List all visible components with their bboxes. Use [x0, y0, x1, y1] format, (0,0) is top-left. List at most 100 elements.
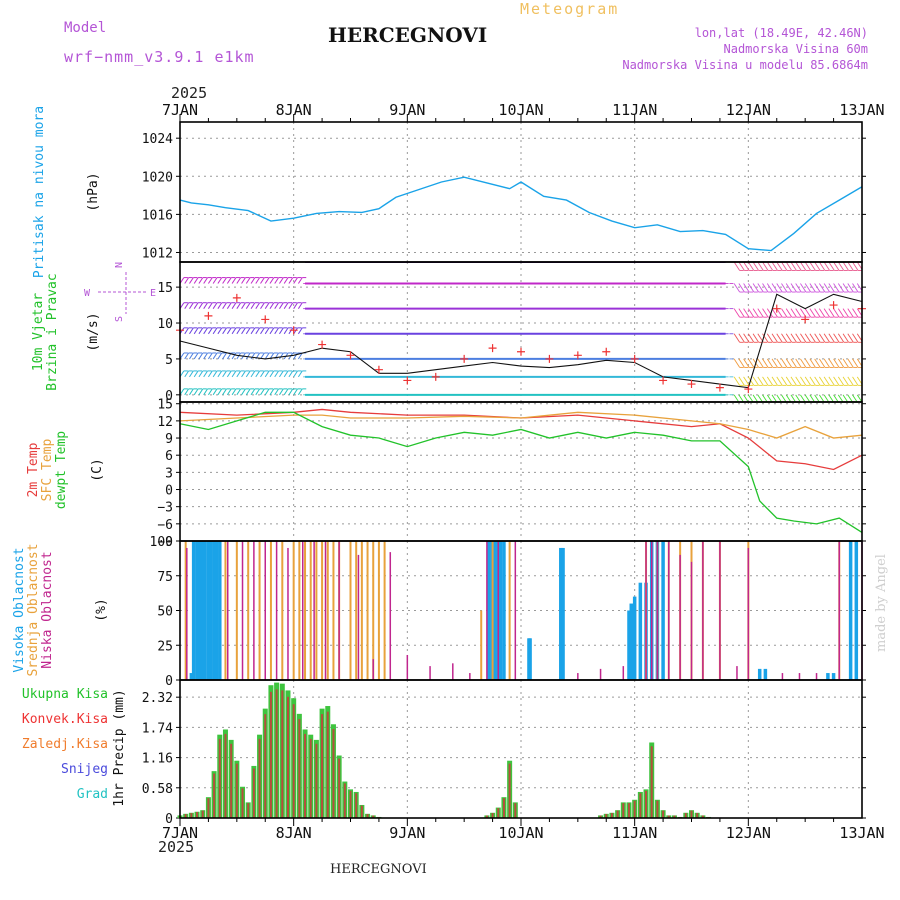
cloud-bar: [292, 541, 295, 680]
wind-barb: [212, 352, 218, 360]
wind-barb: [251, 262, 252, 263]
wind-barb: [189, 262, 191, 263]
wind-barb: [293, 277, 298, 284]
wind-barb: [837, 376, 845, 386]
chart-subtitle: Meteogram: [520, 0, 620, 18]
wind-barb: [222, 352, 227, 360]
wind-barb: [747, 283, 755, 293]
cloud-bar: [241, 541, 244, 680]
wind-gust-mark: [232, 293, 241, 302]
wind-barb: [781, 333, 788, 343]
cloud_cover-panel: 0 25 50 75 100: [150, 535, 866, 689]
wind-gust-mark: [602, 347, 611, 356]
wind-barb: [288, 277, 294, 284]
wind-barb: [246, 262, 247, 263]
wind-barb: [264, 388, 270, 396]
pressure-frame: [179, 121, 863, 263]
wind-gust-mark: [659, 376, 668, 385]
cloud-bar: [372, 659, 374, 680]
precip-conv-bar: [639, 793, 642, 818]
wind-barb: [738, 283, 745, 293]
cloud-bar: [497, 541, 500, 680]
wind-barb: [804, 283, 812, 293]
wind-barb: [852, 308, 859, 318]
precip-conv-bar: [650, 746, 653, 818]
wind-barb: [771, 283, 778, 293]
cloud-bar: [469, 673, 471, 680]
precip-conv-bar: [252, 768, 255, 818]
wind-barb: [264, 352, 270, 360]
wind-unit-label: (m/s): [86, 312, 101, 351]
wind-barb: [226, 370, 232, 378]
wind-barb: [781, 308, 788, 318]
wind-barb: [232, 262, 233, 263]
cloud-bar: [561, 547, 565, 680]
cloud-bar: [514, 541, 517, 680]
y-tick-label: −6: [157, 518, 173, 533]
precip-conv-bar: [633, 800, 636, 818]
cloud-bar: [627, 610, 631, 680]
cloud-bar: [798, 673, 801, 680]
cloud-bar: [357, 554, 360, 680]
pressure-unit-label-line: (hPa): [86, 172, 101, 211]
wind-barb: [203, 327, 208, 335]
x-tick-label-bottom: 11JAN: [612, 824, 657, 842]
wind-barb: [785, 376, 793, 386]
cloud-bar: [389, 552, 392, 680]
cloud-bar: [629, 603, 634, 680]
wind-barb: [804, 262, 812, 271]
wind-barb: [828, 358, 835, 368]
wind-barb: [861, 283, 862, 285]
wind-barb: [776, 308, 783, 318]
wind-gust-mark: [715, 383, 724, 392]
wind-barb: [279, 370, 284, 378]
cloud-bar: [781, 673, 784, 680]
precip-conv-bar: [213, 773, 216, 818]
wind-barb: [184, 327, 190, 335]
cloud-bar: [258, 541, 261, 680]
y-tick-label: 0: [165, 812, 173, 827]
wind-barb: [217, 352, 223, 360]
cloud-bar: [491, 541, 494, 680]
wind-barb: [255, 262, 257, 263]
wind-barb: [800, 262, 807, 271]
cloud-bar: [757, 668, 762, 680]
wind-barb: [274, 262, 276, 263]
wind-barb: [269, 370, 275, 378]
wind-barb: [804, 376, 812, 386]
y-tick-label: −9: [157, 535, 173, 550]
cloud-bar: [736, 666, 738, 680]
wind-barb: [212, 327, 218, 335]
wind-barb: [818, 376, 826, 386]
cloud-bar: [679, 554, 681, 680]
wind-barb: [795, 308, 802, 318]
wind-barb: [226, 327, 232, 335]
wind-barb: [279, 388, 284, 396]
wind-barb: [236, 262, 238, 263]
y-tick-label: 15: [157, 398, 173, 413]
wind-barb: [241, 302, 246, 309]
precip-conv-bar: [622, 803, 625, 818]
wind-barb: [241, 327, 246, 335]
wind-barb: [771, 376, 778, 386]
wind-barb: [231, 388, 237, 396]
wind-barb: [222, 277, 227, 284]
wind-barb: [255, 327, 261, 335]
cloud-bar: [406, 654, 409, 680]
wind-gust-mark: [431, 372, 440, 381]
wind-barb: [288, 262, 290, 263]
wind-barb: [241, 277, 246, 284]
precip-conv-bar: [366, 814, 369, 818]
wind-gust-mark: [687, 380, 696, 389]
precip-legend: Ukupna Kisa Konvek.Kisa Zaledj.Kisa Snijeg G…: [22, 687, 108, 802]
cloud-bar: [304, 541, 307, 680]
pressure-panel: 1012 1016 1020 1024: [142, 122, 866, 262]
compass-s: S: [114, 316, 125, 322]
wind-barb: [222, 327, 227, 335]
wind-barb: [809, 333, 816, 343]
wind-barb: [279, 262, 281, 263]
wind-barb: [184, 302, 190, 309]
wind-barb: [757, 358, 764, 368]
y-tick-label: 1024: [142, 132, 173, 147]
wind-barb: [847, 376, 854, 386]
